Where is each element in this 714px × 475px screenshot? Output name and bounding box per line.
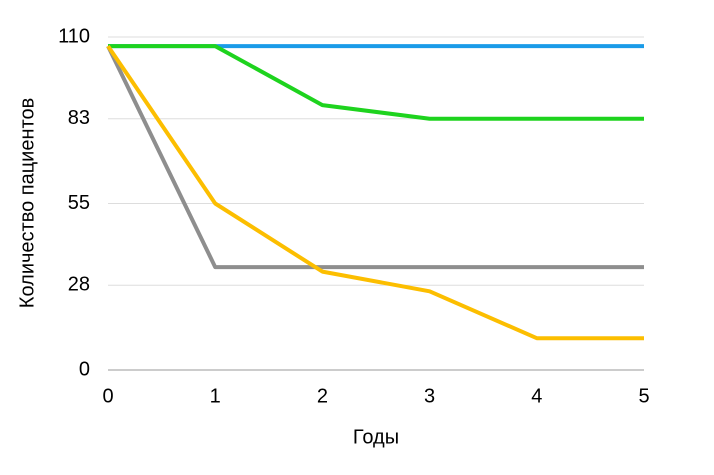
y-tick-label: 55 (68, 192, 90, 214)
line (106, 45, 644, 270)
x-tick-label: 5 (638, 385, 649, 407)
y-tick-label: 28 (68, 274, 90, 296)
x-tick-label: 3 (424, 385, 435, 407)
y-axis-title: Количество пациентов (16, 98, 38, 308)
line (108, 44, 644, 121)
x-tick-label: 4 (531, 385, 542, 407)
y-tick-label: 0 (79, 358, 90, 380)
line (106, 44, 644, 341)
y-tick-label: 110 (58, 25, 90, 47)
y-tick-label: 83 (68, 107, 90, 129)
x-tick-label: 0 (102, 385, 113, 407)
x-axis-title: Годы (353, 426, 399, 448)
x-tick-label: 1 (210, 385, 221, 407)
x-tick-label: 2 (317, 385, 328, 407)
